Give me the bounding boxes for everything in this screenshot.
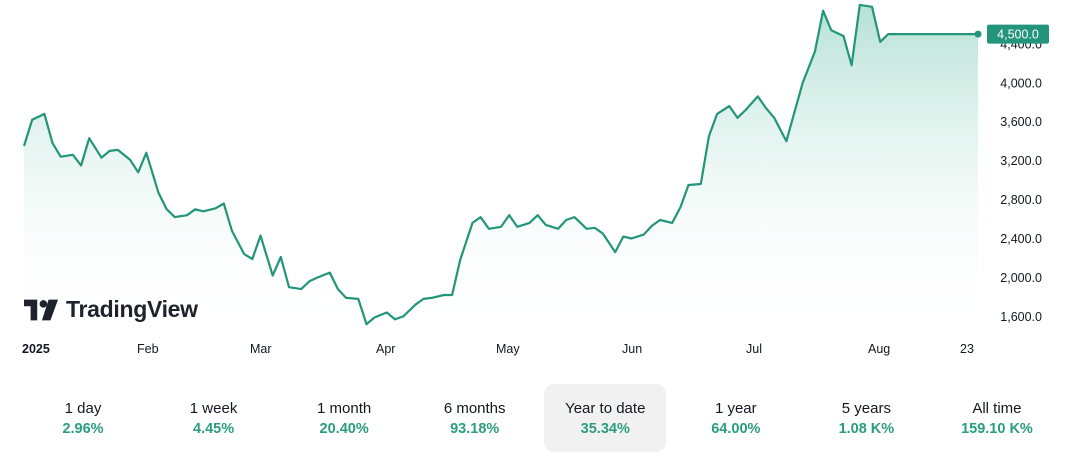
period-selector: 1 day 2.96% 1 week 4.45% 1 month 20.40% 6 mont… — [22, 384, 1058, 452]
period-change-value: 159.10 K% — [961, 420, 1033, 437]
y-tick-label: 4,000.0 — [1000, 76, 1042, 90]
period-label: 6 months — [443, 399, 506, 417]
period-change-value: 64.00% — [711, 420, 761, 437]
period-label: All time — [972, 399, 1022, 417]
y-tick-label: 2,400.0 — [1000, 232, 1042, 246]
period-tab-5-years[interactable]: 5 years 1.08 K% — [805, 384, 927, 452]
x-tick-label: Jun — [622, 342, 642, 356]
x-tick-label: Jul — [746, 342, 762, 356]
price-line — [22, 3, 982, 326]
price-chart[interactable]: 1,600.0 2,000.0 2,400.0 2,800.0 3,200.0 3,600… — [0, 0, 1080, 365]
price-series-line — [22, 3, 978, 326]
y-tick-label: 3,600.0 — [1000, 115, 1042, 129]
period-label: 1 week — [189, 399, 238, 417]
area-fill — [24, 4, 978, 332]
period-label: Year to date — [565, 399, 646, 417]
period-label: 5 years — [841, 399, 891, 417]
period-tab-1-week[interactable]: 1 week 4.45% — [153, 384, 275, 452]
period-change-value: 35.34% — [580, 420, 630, 437]
x-tick-label: May — [496, 342, 520, 356]
current-price-tag: 4,500.0 — [987, 24, 1049, 44]
period-change-value: 2.96% — [62, 420, 104, 437]
x-axis: 2025 Feb Mar Apr May Jun Jul Aug 23 — [22, 342, 974, 356]
period-tab-1-month[interactable]: 1 month 20.40% — [283, 384, 405, 452]
period-tab-1-day[interactable]: 1 day 2.96% — [22, 384, 144, 452]
brand-name: TradingView — [66, 296, 198, 322]
y-tick-label: 3,200.0 — [1000, 154, 1042, 168]
area-fill-path — [24, 4, 978, 332]
period-label: 1 day — [64, 399, 102, 417]
period-change-value: 1.08 K% — [838, 420, 895, 437]
period-tab-6-months[interactable]: 6 months 93.18% — [414, 384, 536, 452]
period-tab-year-to-date[interactable]: Year to date 35.34% — [544, 384, 667, 452]
period-label: 1 month — [317, 399, 372, 417]
x-tick-label: Mar — [250, 342, 272, 356]
x-tick-label: Aug — [868, 342, 890, 356]
x-tick-label: 23 — [960, 342, 974, 356]
y-tick-label: 2,800.0 — [1000, 193, 1042, 207]
price-tag-label: 4,500.0 — [997, 28, 1039, 42]
period-tab-all-time[interactable]: All time 159.10 K% — [936, 384, 1058, 452]
x-tick-label: 2025 — [22, 342, 50, 356]
y-tick-label: 2,000.0 — [1000, 271, 1042, 285]
y-tick-label: 1,600.0 — [1000, 310, 1042, 324]
last-point-marker — [974, 30, 982, 38]
period-change-value: 20.40% — [319, 420, 369, 437]
x-tick-label: Apr — [376, 342, 395, 356]
x-tick-label: Feb — [137, 342, 159, 356]
tradingview-logo-icon — [24, 299, 58, 320]
period-change-value: 93.18% — [450, 420, 500, 437]
period-change-value: 4.45% — [193, 420, 235, 437]
period-label: 1 year — [714, 399, 757, 417]
period-tab-1-year[interactable]: 1 year 64.00% — [675, 384, 797, 452]
tradingview-logo: TradingView — [24, 296, 198, 323]
price-tag-box — [987, 24, 1049, 44]
y-axis: 1,600.0 2,000.0 2,400.0 2,800.0 3,200.0 3,600… — [1000, 37, 1042, 324]
